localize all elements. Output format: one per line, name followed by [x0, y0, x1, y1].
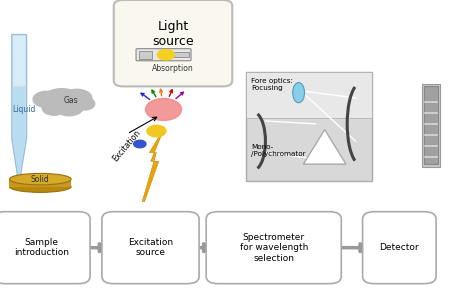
Text: Absorption: Absorption — [152, 65, 194, 73]
FancyBboxPatch shape — [139, 51, 152, 59]
Circle shape — [33, 91, 60, 107]
Text: Solid: Solid — [31, 175, 50, 184]
Text: Liquid: Liquid — [12, 105, 35, 114]
Circle shape — [157, 50, 174, 60]
Circle shape — [74, 97, 95, 110]
FancyBboxPatch shape — [174, 52, 189, 57]
Circle shape — [134, 140, 146, 148]
Polygon shape — [13, 86, 26, 177]
FancyBboxPatch shape — [102, 212, 199, 284]
Text: Spectrometer
for wavelength
selection: Spectrometer for wavelength selection — [239, 233, 308, 263]
Text: Mono-
/Polychromator: Mono- /Polychromator — [251, 144, 306, 157]
Text: Detector: Detector — [380, 243, 419, 252]
Polygon shape — [142, 127, 165, 202]
Text: Emission: Emission — [156, 65, 190, 74]
FancyBboxPatch shape — [114, 0, 232, 86]
FancyBboxPatch shape — [0, 212, 90, 284]
FancyBboxPatch shape — [424, 86, 438, 164]
FancyBboxPatch shape — [206, 212, 341, 284]
Text: Light
source: Light source — [152, 20, 194, 48]
Text: Excitation
source: Excitation source — [128, 238, 173, 257]
Polygon shape — [12, 35, 27, 179]
Circle shape — [42, 101, 66, 115]
Ellipse shape — [9, 173, 71, 185]
Circle shape — [147, 125, 166, 137]
FancyBboxPatch shape — [422, 84, 440, 167]
Circle shape — [62, 89, 92, 108]
Ellipse shape — [292, 83, 304, 103]
Text: Excitation: Excitation — [111, 128, 143, 163]
Circle shape — [55, 98, 83, 116]
FancyBboxPatch shape — [246, 72, 372, 181]
Polygon shape — [303, 130, 346, 164]
FancyBboxPatch shape — [246, 72, 372, 118]
FancyBboxPatch shape — [9, 179, 71, 187]
Circle shape — [42, 89, 82, 113]
Circle shape — [146, 98, 182, 120]
Polygon shape — [140, 142, 142, 144]
FancyBboxPatch shape — [363, 212, 436, 284]
Text: Fore optics:
Focusing: Fore optics: Focusing — [251, 78, 293, 91]
Text: Gas: Gas — [64, 96, 78, 105]
Ellipse shape — [9, 181, 71, 192]
Text: Sample
introduction: Sample introduction — [14, 238, 69, 257]
FancyBboxPatch shape — [136, 49, 191, 61]
